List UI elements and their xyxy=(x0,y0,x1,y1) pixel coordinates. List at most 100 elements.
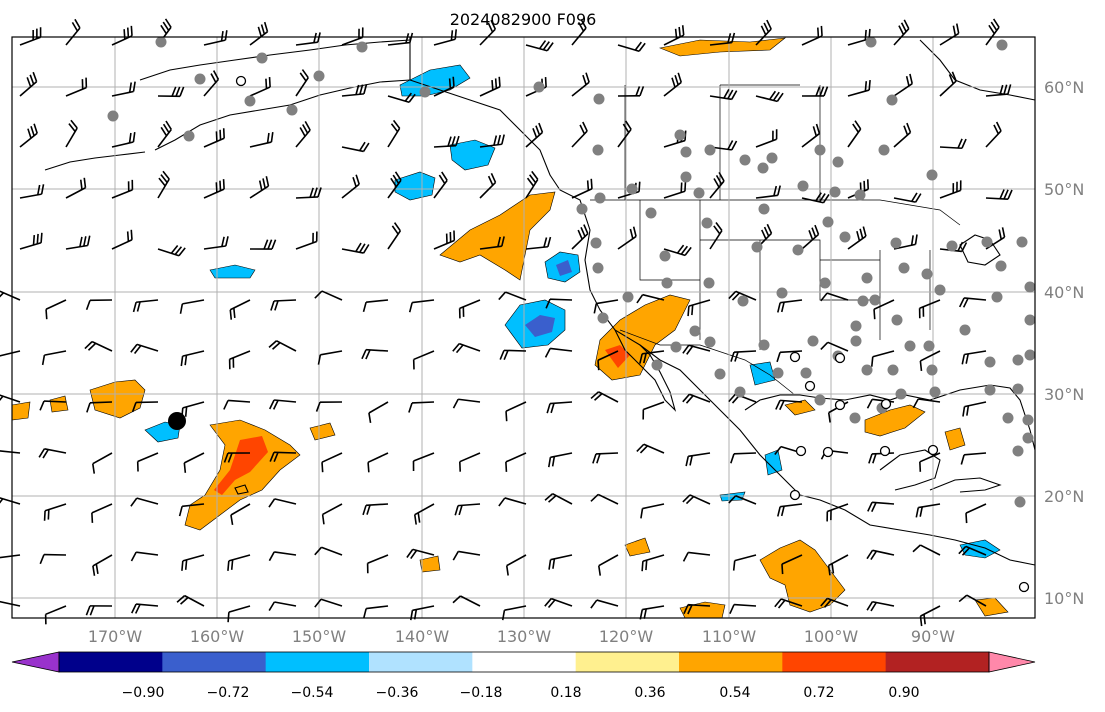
barb-flag xyxy=(266,132,270,144)
shade-orange xyxy=(439,191,556,281)
wind-barb-icon xyxy=(92,554,113,576)
wind-barb-icon xyxy=(636,443,665,454)
barb-flag xyxy=(454,29,458,40)
wind-barb-icon xyxy=(866,549,895,560)
barb-flag xyxy=(494,78,498,89)
wind-barb-icon xyxy=(314,546,343,556)
wind-barb-icon xyxy=(0,554,21,559)
shade-blue xyxy=(764,449,783,476)
shade-orange xyxy=(309,422,336,441)
barb-flag xyxy=(270,300,275,311)
barb-flag xyxy=(643,608,647,619)
barb-flag xyxy=(160,24,168,35)
barb-flag xyxy=(162,21,170,31)
barb-flag xyxy=(543,237,548,248)
wind-barb-icon xyxy=(268,601,297,611)
wind-barb-icon xyxy=(597,554,619,576)
barb-flag xyxy=(497,236,502,247)
barb-flag xyxy=(505,565,509,576)
barb-flag xyxy=(304,121,311,131)
barb-flag xyxy=(965,513,968,524)
barb-shaft xyxy=(597,350,619,361)
wind-barb-icon xyxy=(227,554,251,571)
barb-flag xyxy=(26,77,32,88)
wind-barb-icon xyxy=(893,122,912,148)
wind-barb-icon xyxy=(732,554,757,571)
barb-flag xyxy=(814,224,820,235)
barb-flag xyxy=(42,449,49,459)
barb-flag xyxy=(823,86,829,97)
station-dot-icon xyxy=(1024,314,1036,326)
wind-barb-icon xyxy=(525,122,544,148)
wind-barb-icon xyxy=(111,229,133,250)
barb-shaft xyxy=(368,401,389,414)
barb-flag xyxy=(823,599,832,608)
barb-shaft xyxy=(734,554,757,562)
wind-barb-icon xyxy=(544,492,573,505)
wind-barb-icon xyxy=(590,391,619,403)
lon-label: 140°W xyxy=(395,627,450,646)
barb-flag xyxy=(948,74,954,85)
wind-barb-icon xyxy=(65,177,87,199)
colorbar-ticks: −0.90 −0.72 −0.54 −0.36 −0.18 0.18 0.36 … xyxy=(122,685,920,701)
wind-barb-icon xyxy=(269,451,297,463)
barb-flag xyxy=(269,452,275,462)
barb-flag xyxy=(898,25,905,35)
wind-barb-icon xyxy=(0,394,21,403)
barb-flag xyxy=(447,136,452,147)
wind-barb-icon xyxy=(777,503,803,517)
barb-flag xyxy=(309,187,314,198)
lon-label: 120°W xyxy=(599,627,654,646)
barb-flag xyxy=(301,69,309,79)
barb-flag xyxy=(178,506,183,517)
barb-flag xyxy=(962,297,969,308)
wind-barb-icon xyxy=(525,40,554,52)
barb-flag xyxy=(438,174,446,184)
barb-flag xyxy=(548,559,552,570)
wind-barb-icon xyxy=(985,189,1013,200)
barb-shaft xyxy=(45,299,67,310)
wind-barb-icon xyxy=(0,450,21,454)
barb-flag xyxy=(455,344,464,354)
barb-flag xyxy=(677,72,683,83)
barb-flag xyxy=(179,303,184,314)
barb-shaft xyxy=(733,452,757,455)
station-dot-icon xyxy=(850,320,862,332)
wind-barb-icon xyxy=(776,350,803,363)
wind-barb-icon xyxy=(682,494,711,505)
shade-orange xyxy=(11,401,31,421)
barb-flag xyxy=(635,86,641,97)
lat-label: 10°N xyxy=(1044,589,1084,608)
wind-barb-icon xyxy=(203,70,220,97)
barb-flag xyxy=(361,349,367,360)
barb-shaft xyxy=(227,399,251,403)
barb-flag xyxy=(632,226,637,237)
wind-barb-icon xyxy=(65,119,78,148)
us-mexico-border xyxy=(619,329,796,396)
wind-barb-icon xyxy=(571,121,588,148)
alaska-north xyxy=(139,39,411,81)
barb-flag xyxy=(95,563,99,574)
open-circle-icon xyxy=(804,380,816,392)
wind-barb-icon xyxy=(111,131,136,148)
barb-flag xyxy=(315,401,321,412)
barb-flag xyxy=(265,176,270,187)
wind-barb-icon xyxy=(38,448,67,459)
station-dot-icon xyxy=(934,284,946,296)
barb-flag xyxy=(988,24,996,35)
barb-flag xyxy=(538,122,544,133)
barb-flag xyxy=(862,226,867,237)
barb-flag xyxy=(773,185,778,196)
barb-flag xyxy=(363,84,368,95)
barb-flag xyxy=(126,27,130,38)
barb-flag xyxy=(689,455,693,466)
wind-barb-icon xyxy=(295,121,311,148)
barb-flag xyxy=(729,604,735,615)
station-dot-icon xyxy=(861,272,873,284)
barb-flag xyxy=(961,354,966,365)
barb-flag xyxy=(224,30,228,41)
station-dot-icon xyxy=(155,36,167,48)
barb-shaft xyxy=(459,452,481,463)
wind-barb-icon xyxy=(227,605,251,623)
wind-barb-icon xyxy=(366,554,389,574)
